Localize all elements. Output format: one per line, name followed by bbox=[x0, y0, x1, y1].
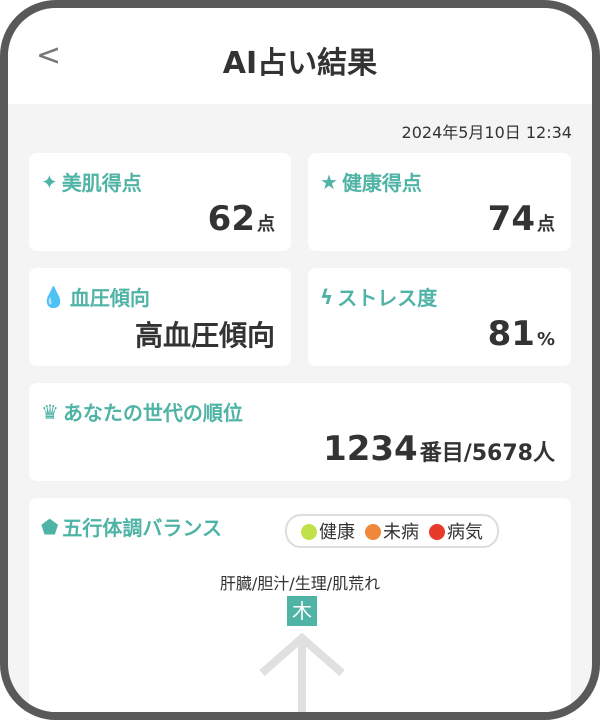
pentagon-chart bbox=[259, 632, 345, 712]
legend-label: 健康 bbox=[319, 522, 355, 543]
wood-organs: 肝臓/胆汁/生理/肌荒れ bbox=[219, 574, 381, 593]
legend-item: 健康 bbox=[301, 518, 355, 544]
crown-icon: ♛ bbox=[41, 399, 59, 424]
unit: % bbox=[536, 329, 555, 350]
balance-card: ⬟ 五行体調バランス 健康 未病 病気 肝臓/胆汁/生理/肌荒れ 木 bbox=[29, 498, 571, 712]
unit: 点 bbox=[537, 214, 555, 235]
beauty-score-card: ✦ 美肌得点 62 点 bbox=[29, 153, 291, 251]
header: < AI占い結果 bbox=[8, 8, 592, 104]
dot-icon bbox=[429, 524, 445, 540]
stress-card: ϟ ストレス度 81% bbox=[308, 268, 571, 366]
rank-suffix: 番目/5678人 bbox=[419, 441, 555, 466]
card-label: あなたの世代の順位 bbox=[62, 401, 243, 425]
rank-value: 1234 bbox=[323, 429, 418, 469]
legend-item: 未病 bbox=[365, 518, 419, 544]
health-score: 74 bbox=[487, 199, 535, 239]
card-label: 五行体調バランス bbox=[62, 516, 222, 540]
rank-card: ♛ あなたの世代の順位 1234番目/5678人 bbox=[29, 383, 571, 481]
unit: 点 bbox=[257, 214, 275, 235]
legend-item: 病気 bbox=[429, 518, 483, 544]
page-title: AI占い結果 bbox=[222, 46, 378, 81]
legend: 健康 未病 病気 bbox=[285, 514, 499, 548]
card-label: ストレス度 bbox=[337, 286, 438, 310]
result-date: 2024年5月10日 12:34 bbox=[401, 123, 572, 142]
dot-icon bbox=[301, 524, 317, 540]
legend-label: 病気 bbox=[447, 522, 483, 543]
stress-level: 81 bbox=[487, 314, 535, 354]
card-label: 美肌得点 bbox=[61, 171, 142, 195]
pentagon-icon: ⬟ bbox=[41, 514, 59, 539]
lightning-icon: ϟ bbox=[320, 284, 334, 309]
dot-icon bbox=[365, 524, 381, 540]
card-label: 健康得点 bbox=[341, 171, 422, 195]
blood-pressure-card: 💧 血圧傾向 高血圧傾向 bbox=[29, 268, 291, 366]
sparkle-icon: ✦ bbox=[41, 169, 58, 194]
beauty-score: 62 bbox=[207, 199, 255, 239]
card-label: 血圧傾向 bbox=[69, 286, 150, 310]
health-score-card: ★ 健康得点 74 点 bbox=[308, 153, 571, 251]
star-icon: ★ bbox=[320, 169, 338, 194]
drop-icon: 💧 bbox=[41, 284, 66, 309]
blood-pressure-tendency: 高血圧傾向 bbox=[134, 319, 275, 352]
chevron-left-icon[interactable]: < bbox=[36, 38, 62, 73]
legend-label: 未病 bbox=[383, 522, 419, 543]
wood-element-label: 木 bbox=[287, 596, 317, 626]
